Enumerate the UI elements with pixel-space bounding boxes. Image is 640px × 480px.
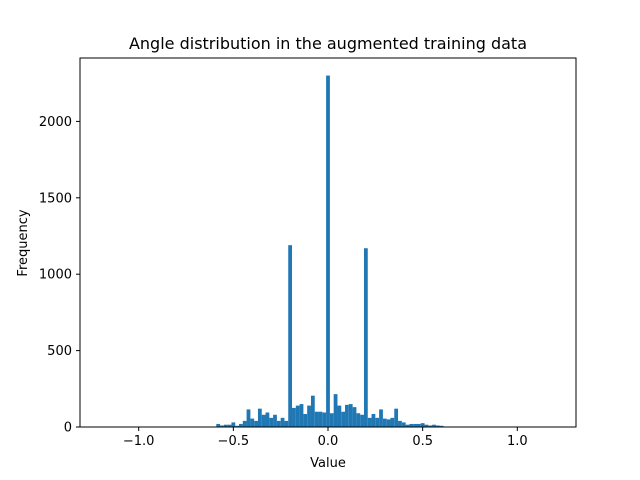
- histogram-bar: [269, 417, 274, 427]
- histogram-bar: [379, 409, 383, 427]
- histogram-bar: [329, 413, 334, 427]
- histogram-bar: [273, 414, 277, 427]
- histogram-bar: [371, 414, 376, 427]
- histogram-bar: [401, 422, 406, 427]
- y-axis-label: Frequency: [16, 209, 31, 276]
- histogram-bar: [345, 404, 349, 427]
- x-tick-label: −0.5: [218, 434, 250, 449]
- histogram-bar: [352, 407, 357, 427]
- histogram-bar: [394, 408, 399, 427]
- histogram-bar: [223, 424, 228, 427]
- chart-title: Angle distribution in the augmented trai…: [129, 34, 527, 53]
- y-tick-label: 1500: [39, 191, 72, 206]
- y-tick-label: 1000: [39, 268, 72, 283]
- x-tick-label: 0.5: [412, 434, 433, 449]
- y-tick-label: 0: [64, 421, 72, 436]
- histogram-bar: [428, 425, 433, 427]
- histogram-bar: [326, 75, 330, 428]
- histogram-bar: [292, 407, 296, 427]
- histogram-bar: [390, 417, 395, 427]
- x-tick-label: 0.0: [318, 434, 339, 449]
- histogram-bar: [367, 417, 372, 427]
- histogram-bar: [216, 423, 221, 427]
- histogram-bar: [337, 405, 342, 427]
- histogram-bar: [432, 424, 436, 427]
- histogram-bar: [356, 413, 361, 427]
- histogram-bar: [242, 420, 247, 427]
- histogram-bar: [276, 420, 281, 427]
- histogram-bar: [435, 425, 440, 427]
- histogram-bar: [299, 404, 304, 427]
- y-axis: 0 500 1000 1500 2000: [39, 115, 80, 436]
- histogram-bar: [295, 405, 300, 427]
- histogram-bar: [439, 425, 444, 427]
- histogram-bar: [227, 424, 232, 427]
- y-tick-label: 2000: [39, 115, 72, 130]
- histogram-bar: [284, 420, 289, 427]
- y-tick-label: 500: [47, 344, 72, 359]
- histogram-bar: [424, 424, 429, 427]
- x-axis-label: Value: [310, 456, 346, 471]
- histogram-bar: [246, 409, 251, 427]
- histogram-bar: [314, 411, 319, 427]
- histogram-bar: [375, 417, 380, 427]
- histogram-bar: [318, 411, 323, 427]
- histogram-bar: [235, 425, 240, 427]
- histogram-bar: [398, 420, 402, 427]
- histogram-bar: [257, 408, 262, 427]
- x-tick-label: −1.0: [123, 434, 155, 449]
- x-tick-label: 1.0: [507, 434, 528, 449]
- histogram-bar: [360, 414, 364, 427]
- histogram-bar: [265, 412, 270, 427]
- histogram-bar: [250, 418, 255, 427]
- histogram-bar: [220, 425, 224, 427]
- histogram-bar: [341, 411, 346, 427]
- histogram-bar: [413, 423, 417, 427]
- histogram-bar: [348, 404, 353, 427]
- bars-group: [216, 75, 444, 428]
- histogram-bar: [333, 394, 338, 427]
- histogram-bar: [416, 423, 421, 427]
- histogram-bar: [254, 420, 258, 427]
- histogram-bar: [280, 417, 285, 427]
- histogram-bar: [303, 414, 308, 427]
- histogram-bar: [307, 405, 311, 427]
- histogram-bar: [231, 422, 236, 427]
- histogram-bar: [310, 395, 315, 427]
- histogram-bar: [363, 248, 368, 427]
- histogram-bar: [409, 423, 414, 427]
- histogram-bar: [322, 412, 327, 427]
- histogram-bar: [288, 245, 293, 427]
- histogram-bar: [386, 419, 391, 427]
- histogram-bar: [239, 423, 243, 427]
- histogram-bar: [420, 423, 425, 427]
- histogram-bar: [405, 424, 410, 427]
- histogram-bar: [382, 418, 387, 427]
- x-axis: −1.0 −0.5 0.0 0.5 1.0: [123, 427, 528, 449]
- histogram-bar: [261, 414, 266, 427]
